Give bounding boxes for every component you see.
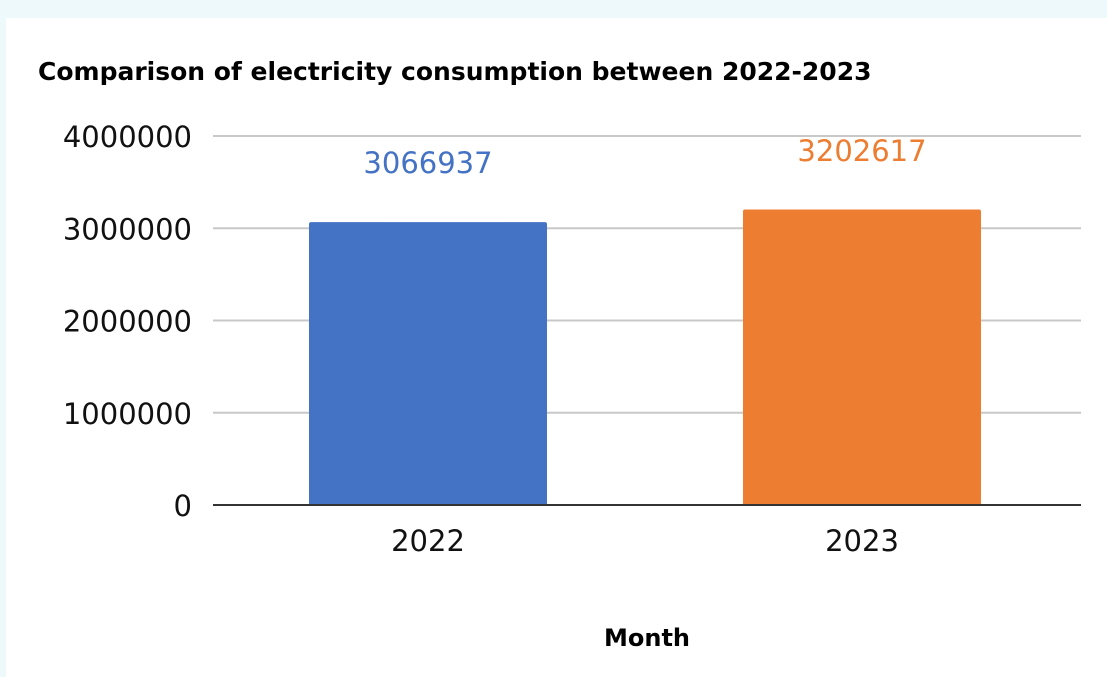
y-tick-label: 0: [174, 489, 192, 523]
data-label-2023: 3202617: [797, 134, 926, 168]
data-labels: 3066937 3202617: [363, 134, 926, 180]
data-label-2022: 3066937: [363, 146, 492, 180]
x-tick-label-2022: 2022: [391, 524, 465, 558]
bar-2023: [743, 209, 981, 505]
x-axis-ticks: 2022 2023: [391, 524, 899, 558]
bar-chart: Comparison of electricity consumption be…: [38, 57, 1081, 652]
y-tick-label: 4000000: [63, 120, 192, 154]
chart-card: Comparison of electricity consumption be…: [6, 18, 1107, 677]
x-axis-label: Month: [604, 624, 690, 652]
y-tick-label: 2000000: [63, 305, 192, 339]
x-tick-label-2023: 2023: [825, 524, 899, 558]
y-tick-label: 1000000: [63, 397, 192, 431]
bar-2022: [309, 222, 547, 505]
y-axis-ticks: 0 1000000 2000000 3000000 4000000: [63, 120, 192, 523]
bars: [309, 209, 981, 505]
y-tick-label: 3000000: [63, 212, 192, 246]
chart-title: Comparison of electricity consumption be…: [38, 57, 872, 86]
